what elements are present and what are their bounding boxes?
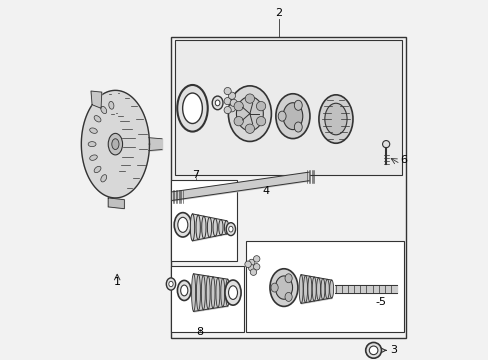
Text: 1: 1: [114, 277, 121, 287]
Ellipse shape: [228, 86, 271, 141]
Ellipse shape: [307, 276, 311, 302]
Ellipse shape: [320, 279, 324, 300]
Circle shape: [253, 264, 260, 270]
Circle shape: [244, 124, 254, 134]
Circle shape: [228, 92, 235, 99]
Ellipse shape: [190, 214, 194, 241]
Ellipse shape: [312, 277, 316, 301]
Ellipse shape: [285, 292, 292, 301]
Ellipse shape: [177, 85, 207, 132]
Ellipse shape: [112, 139, 119, 149]
Bar: [171, 180, 237, 261]
Ellipse shape: [94, 166, 101, 173]
Ellipse shape: [174, 213, 191, 237]
Ellipse shape: [211, 277, 215, 309]
Polygon shape: [91, 91, 102, 108]
Ellipse shape: [226, 223, 235, 235]
Ellipse shape: [101, 175, 106, 182]
Ellipse shape: [275, 276, 292, 299]
Ellipse shape: [224, 280, 241, 305]
Ellipse shape: [270, 283, 278, 292]
Ellipse shape: [178, 217, 187, 232]
Polygon shape: [81, 90, 149, 198]
Ellipse shape: [213, 219, 217, 236]
Circle shape: [368, 346, 377, 355]
Text: 2: 2: [274, 8, 282, 18]
Circle shape: [224, 107, 231, 114]
Circle shape: [244, 261, 251, 267]
Ellipse shape: [278, 111, 285, 121]
Bar: [171, 266, 244, 332]
Ellipse shape: [329, 280, 333, 298]
Text: -5: -5: [374, 297, 386, 307]
Ellipse shape: [182, 93, 202, 123]
Polygon shape: [108, 198, 124, 209]
Circle shape: [234, 102, 243, 111]
Ellipse shape: [216, 278, 220, 307]
Circle shape: [244, 94, 254, 103]
Ellipse shape: [215, 100, 220, 106]
Ellipse shape: [236, 96, 263, 131]
Ellipse shape: [206, 276, 210, 309]
Ellipse shape: [212, 96, 223, 110]
Ellipse shape: [283, 103, 302, 130]
Ellipse shape: [269, 269, 297, 306]
Ellipse shape: [228, 286, 237, 300]
Text: 4: 4: [262, 186, 269, 196]
Ellipse shape: [325, 279, 328, 299]
Ellipse shape: [218, 220, 223, 235]
Bar: [174, 40, 402, 175]
Text: 7: 7: [192, 170, 199, 180]
Circle shape: [224, 98, 231, 105]
Circle shape: [234, 117, 243, 126]
Text: 3: 3: [389, 345, 396, 355]
Ellipse shape: [207, 217, 211, 237]
Circle shape: [365, 342, 381, 358]
Ellipse shape: [201, 216, 205, 239]
Ellipse shape: [177, 280, 191, 301]
Bar: [171, 37, 405, 338]
Ellipse shape: [324, 103, 346, 135]
Ellipse shape: [108, 134, 122, 155]
Ellipse shape: [89, 155, 97, 160]
Circle shape: [256, 117, 265, 126]
Ellipse shape: [316, 278, 320, 300]
Ellipse shape: [101, 106, 106, 114]
Text: 8: 8: [196, 327, 203, 337]
Ellipse shape: [285, 274, 292, 283]
Ellipse shape: [299, 275, 303, 303]
Ellipse shape: [294, 100, 302, 110]
Ellipse shape: [318, 95, 352, 143]
Circle shape: [253, 256, 260, 262]
Ellipse shape: [224, 221, 228, 234]
Ellipse shape: [168, 281, 173, 287]
Ellipse shape: [166, 278, 175, 290]
Circle shape: [230, 99, 237, 107]
Ellipse shape: [108, 102, 114, 109]
Circle shape: [250, 269, 256, 275]
Circle shape: [224, 87, 231, 95]
Ellipse shape: [201, 275, 205, 310]
Ellipse shape: [303, 275, 307, 303]
Bar: [246, 241, 403, 332]
Ellipse shape: [191, 274, 195, 311]
Circle shape: [228, 105, 235, 112]
Ellipse shape: [196, 215, 200, 240]
Circle shape: [248, 265, 254, 271]
Circle shape: [248, 259, 254, 266]
Ellipse shape: [294, 122, 302, 132]
Text: 6: 6: [400, 155, 407, 165]
Ellipse shape: [88, 141, 96, 147]
Ellipse shape: [228, 226, 233, 232]
Ellipse shape: [94, 116, 101, 122]
Ellipse shape: [221, 278, 224, 307]
Circle shape: [256, 102, 265, 111]
Ellipse shape: [89, 128, 97, 133]
Circle shape: [382, 140, 389, 148]
Ellipse shape: [275, 94, 309, 139]
Ellipse shape: [225, 279, 229, 306]
Ellipse shape: [196, 275, 200, 311]
Ellipse shape: [180, 285, 187, 296]
